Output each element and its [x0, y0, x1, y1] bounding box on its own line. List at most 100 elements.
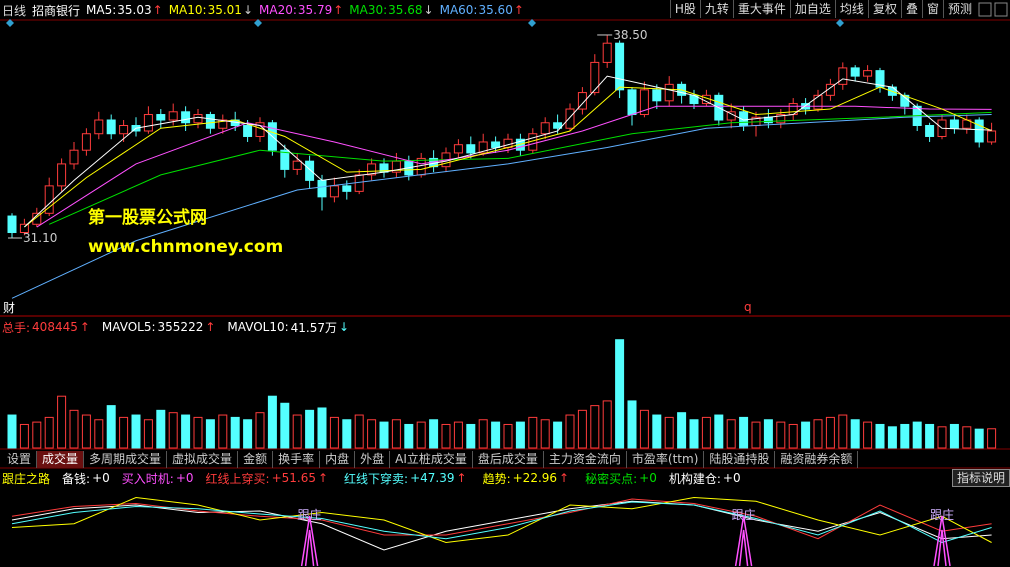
volume-arrow: ↑: [79, 320, 90, 334]
indicator-line: [11, 496, 992, 544]
volume-bar: [193, 416, 203, 449]
candle-body: [453, 144, 463, 154]
volume-bar: [143, 419, 153, 449]
tab[interactable]: 多周期成交量: [84, 450, 168, 468]
candle-body: [7, 215, 17, 234]
toolbar-button[interactable]: H股: [669, 0, 700, 18]
volume-bar: [317, 407, 327, 449]
indicator-help-button[interactable]: 指标说明: [951, 469, 1010, 487]
watermark: www.chnmoney.com: [88, 237, 284, 257]
indicator-value: +0: [92, 471, 110, 485]
volume-label: MAVOL5:: [101, 320, 156, 334]
tab[interactable]: 外盘: [355, 450, 391, 468]
watermark: 第一股票公式网: [88, 208, 207, 228]
volume-bar: [987, 428, 997, 449]
candle-body: [143, 114, 153, 132]
candle-body: [949, 119, 959, 129]
indicator-header: 跟庄之路 备钱: +0 买入时机: +0 红线上穿买: +51.65 ↑ 红线下穿卖: +47.3…: [2, 469, 747, 487]
volume-bar: [739, 416, 749, 449]
indicator-value: +22.96: [512, 471, 558, 485]
indicator-label: 趋势:: [482, 471, 511, 486]
toolbar-button[interactable]: 窗: [921, 0, 943, 18]
volume-bar: [937, 426, 947, 449]
toolbar-button[interactable]: 加自选: [789, 0, 835, 18]
tab[interactable]: 设置: [2, 450, 38, 468]
tab[interactable]: 成交量: [37, 450, 85, 468]
toolbar-button[interactable]: 复权: [867, 0, 901, 18]
volume-bar: [776, 421, 786, 449]
tab[interactable]: 金额: [238, 450, 274, 468]
marker: q: [744, 300, 752, 314]
signal-spike: [300, 515, 319, 567]
volume-bar: [205, 419, 215, 449]
tab[interactable]: 换手率: [273, 450, 321, 468]
volume-bar: [478, 419, 488, 449]
candle-body: [193, 114, 203, 124]
volume-bar: [863, 421, 873, 449]
volume-bar: [515, 421, 525, 449]
candle-body: [652, 89, 662, 102]
indicator-arrow: ↑: [456, 471, 467, 485]
volume-bar: [267, 395, 277, 449]
volume-bar: [32, 421, 42, 449]
ma-value: 35.01: [207, 3, 242, 17]
volume-bar: [974, 428, 984, 449]
candle-body: [205, 114, 215, 129]
icon-back[interactable]: [978, 2, 992, 17]
tab[interactable]: 虚拟成交量: [167, 450, 239, 468]
volume-bar: [825, 416, 835, 449]
volume-bar: [639, 409, 649, 449]
signal-spike: [933, 515, 951, 567]
signal-label: 跟庄: [732, 507, 756, 522]
indicator-arrow: ↑: [559, 471, 570, 485]
tab[interactable]: AI立桩成交量: [390, 450, 473, 468]
indicator-label: 秘密买点:: [585, 471, 638, 486]
candle-body: [243, 125, 253, 137]
volume-bar: [453, 421, 463, 449]
candle-body: [81, 133, 91, 151]
tab[interactable]: 融资融券余额: [775, 450, 859, 468]
candle-body: [280, 149, 290, 170]
period[interactable]: 日线: [2, 3, 27, 18]
tab[interactable]: 主力资金流向: [544, 450, 627, 468]
ma-arrow: ↑: [152, 3, 163, 17]
toolbar-button[interactable]: 均线: [834, 0, 868, 18]
candle-body: [726, 111, 736, 121]
toolbar-button[interactable]: 九转: [699, 0, 733, 18]
volume-bar: [19, 423, 29, 449]
candle-body: [540, 122, 550, 135]
candle-body: [181, 111, 191, 124]
indicator-arrow: ↑: [317, 471, 329, 485]
ma-label: MA60:: [439, 3, 478, 17]
ma-label: MA10:: [168, 3, 207, 17]
indicator-value: +51.65: [271, 471, 316, 485]
tab[interactable]: 盘后成交量: [473, 450, 544, 468]
candle-body: [577, 92, 587, 110]
indicator-value: +0: [175, 471, 194, 485]
toolbar-button[interactable]: 预测: [942, 0, 976, 18]
ma-value: 35.03: [117, 3, 152, 17]
diamond: [528, 19, 536, 27]
candle-body: [565, 108, 575, 129]
tab[interactable]: 陆股通持股: [704, 450, 776, 468]
indicator-line: [11, 501, 992, 544]
candle-body: [317, 179, 327, 198]
candle-body: [478, 141, 488, 154]
tab[interactable]: 市盈率(ttm): [627, 450, 705, 468]
toolbar-button[interactable]: 重大事件: [732, 0, 790, 18]
volume-bar: [912, 421, 922, 449]
volume-bar: [590, 405, 600, 449]
volume-bar: [751, 421, 761, 449]
toolbar-button[interactable]: 叠: [900, 0, 922, 18]
volume-bar: [925, 423, 935, 449]
ma-line: [36, 105, 992, 228]
volume-bar: [379, 421, 389, 449]
tab[interactable]: 内盘: [320, 450, 356, 468]
volume-bar: [615, 339, 625, 449]
volume-bar: [7, 414, 17, 449]
volume-bar: [900, 423, 910, 449]
volume-bar: [367, 419, 377, 449]
icon-grid[interactable]: [994, 2, 1008, 17]
ma-value: 35.79: [297, 3, 333, 17]
